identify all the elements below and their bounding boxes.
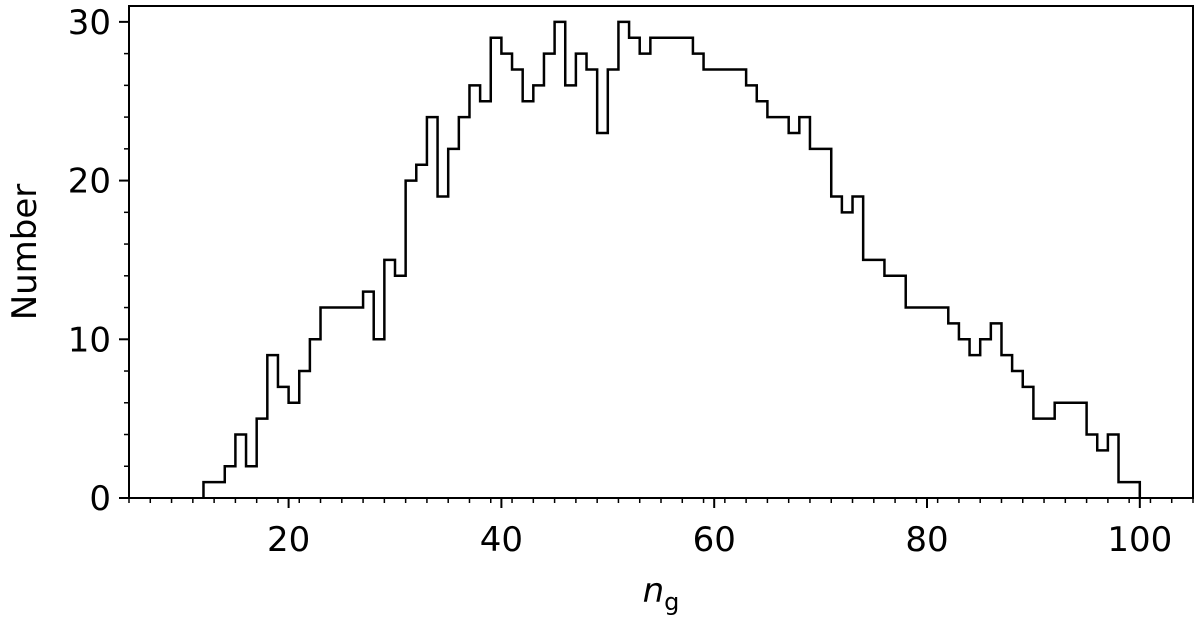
histogram-step-line — [202, 20, 1142, 498]
y-tick-label: 0 — [89, 479, 111, 519]
y-tick-label: 10 — [68, 320, 111, 360]
y-axis-ticks: 0 10 20 30 — [68, 3, 129, 519]
x-tick-label: 40 — [480, 520, 523, 560]
x-axis-label-subscript: g — [664, 588, 679, 616]
x-tick-label: 100 — [1107, 520, 1172, 560]
plot-frame — [128, 5, 1194, 499]
x-axis-label-main: n — [643, 571, 665, 611]
y-tick-label: 30 — [68, 3, 111, 43]
plot-border — [128, 5, 1194, 499]
y-axis-label: Number — [5, 184, 45, 321]
x-tick-label: 80 — [905, 520, 948, 560]
x-tick-label: 20 — [267, 520, 310, 560]
x-tick-label: 60 — [693, 520, 736, 560]
y-tick-label: 20 — [68, 162, 111, 202]
x-axis-label: ng — [643, 571, 680, 616]
x-axis-ticks: 20 40 60 80 100 — [128, 498, 1194, 560]
